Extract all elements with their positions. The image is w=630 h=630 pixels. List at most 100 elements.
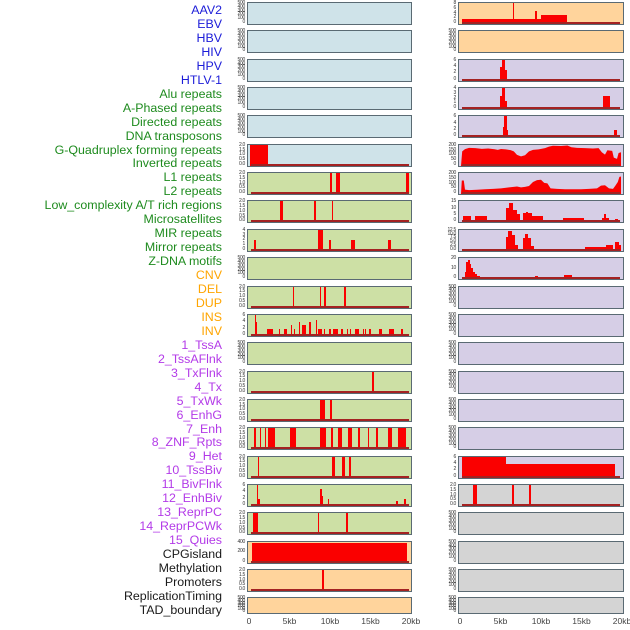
y-tick-label: 500 xyxy=(448,28,457,35)
y-tick-label: 100 xyxy=(448,298,457,305)
y-tick-label: 3 xyxy=(453,89,457,96)
y-tick-label: 0.5 xyxy=(449,496,456,503)
y-tick-label: 4 xyxy=(453,460,457,467)
track-plot-G-Quadruplex forming repeats xyxy=(247,285,412,309)
y-tick-label: 200 xyxy=(448,170,457,177)
histogram-bar xyxy=(504,116,507,138)
x-tick-label: 20kb xyxy=(401,616,421,626)
y-tick-label: 4 xyxy=(453,9,457,16)
zero-baseline xyxy=(461,475,621,478)
zero-baseline xyxy=(250,333,410,336)
y-tick-label: 4 xyxy=(453,85,457,92)
y-tick-label: 1.0 xyxy=(238,406,245,413)
histogram-bar xyxy=(329,328,331,336)
histogram-bar xyxy=(505,236,509,251)
y-tick-label: 0 xyxy=(453,47,457,54)
y-tick-label: 100 xyxy=(448,553,457,560)
y-tick-label: 0.5 xyxy=(238,524,245,531)
y-axis-tick-labels: 500 400 300 200 100 0 xyxy=(220,596,246,617)
plot-data-area xyxy=(250,456,410,478)
y-tick-label: 2.0 xyxy=(238,170,245,177)
y-axis-tick-labels: 500 400 300 200 100 0 xyxy=(220,341,246,368)
histogram-bar xyxy=(512,235,516,251)
y-tick-label: 2.0 xyxy=(238,425,245,432)
track-label: Low_complexity A/T rich regions xyxy=(44,198,222,213)
y-tick-label: 500 xyxy=(448,283,457,290)
histogram-bar xyxy=(511,485,514,507)
histogram-bar xyxy=(324,286,326,308)
histogram-bar xyxy=(528,238,532,251)
y-tick-label: 100 xyxy=(448,151,457,158)
histogram-bar xyxy=(331,201,334,223)
y-tick-label: 200 xyxy=(448,408,457,415)
histogram-bar xyxy=(278,328,281,336)
zero-baseline xyxy=(250,504,410,507)
zero-baseline xyxy=(461,78,621,81)
y-axis-tick-labels: 500 400 300 200 100 0 xyxy=(431,341,457,368)
y-tick-label: 0.5 xyxy=(238,184,245,191)
y-axis-tick-labels: 500 400 300 200 100 0 xyxy=(431,283,457,312)
y-axis-tick-labels: 2.0 1.5 1.0 0.5 0.0 xyxy=(220,199,245,226)
y-axis-tick-labels: 200 150 100 50 0 xyxy=(431,170,457,198)
y-tick-label: 300 xyxy=(448,574,457,581)
y-tick-label: 0.5 xyxy=(238,156,245,163)
x-tick-label: 20kb xyxy=(612,616,630,626)
y-tick-label: 4 xyxy=(242,226,246,233)
histogram-bar xyxy=(475,216,488,223)
y-axis-tick-labels: 500 400 300 200 100 0 xyxy=(431,539,457,567)
y-tick-label: 100 xyxy=(448,605,457,612)
histogram-bar xyxy=(522,212,527,223)
y-tick-label: 400 xyxy=(448,514,457,521)
histogram-bar xyxy=(603,214,607,223)
track-plot-INS xyxy=(458,2,624,25)
y-tick-label: 0.5 xyxy=(238,439,245,446)
histogram-bar xyxy=(264,428,266,450)
y-axis-tick-labels: 500 400 300 200 100 0 xyxy=(431,369,457,397)
y-tick-label: 10.0 xyxy=(447,230,456,237)
histogram-bar xyxy=(389,328,394,336)
track-label: Mirror repeats xyxy=(144,240,222,255)
plot-data-area xyxy=(250,258,410,279)
y-tick-label: 1.0 xyxy=(238,576,245,583)
track-plot-2_TssAFlnk xyxy=(458,87,624,111)
histogram-bar xyxy=(256,321,258,336)
track-plot-Microsatellites xyxy=(247,427,412,451)
histogram-bar xyxy=(388,428,393,450)
y-tick-label: 1.5 xyxy=(238,430,245,437)
histogram-bar xyxy=(319,399,325,421)
x-tick-label: 10kb xyxy=(320,616,340,626)
track-label: Alu repeats xyxy=(159,86,222,101)
y-tick-label: 400 xyxy=(448,429,457,436)
histogram-bar xyxy=(473,272,475,280)
histogram-bar xyxy=(362,328,364,336)
y-tick-label: 1.0 xyxy=(238,519,245,526)
y-tick-label: 200 xyxy=(448,141,457,148)
y-tick-label: 300 xyxy=(237,262,246,269)
histogram-bar xyxy=(499,66,503,81)
y-tick-label: 400 xyxy=(448,542,457,549)
plot-data-area xyxy=(250,144,410,166)
track-plot-6_EnhG xyxy=(458,200,624,224)
y-tick-label: 100 xyxy=(237,15,246,22)
histogram-bar xyxy=(331,428,333,450)
plot-data-area xyxy=(250,428,410,450)
plot-data-area xyxy=(461,315,621,336)
histogram-bar xyxy=(320,286,322,308)
track-plot-15_Quies xyxy=(458,455,624,479)
plot-data-area xyxy=(461,598,621,613)
track-plot-HTLV-1 xyxy=(247,143,412,167)
y-tick-label: 500 xyxy=(237,0,246,6)
track-plot-9_Het xyxy=(458,285,624,309)
plot-data-area xyxy=(250,399,410,421)
y-tick-label: 6 xyxy=(453,56,457,63)
zero-baseline xyxy=(250,248,410,251)
y-tick-label: 1.0 xyxy=(238,378,245,385)
track-plot-DEL xyxy=(247,569,412,593)
histogram-bar xyxy=(526,211,529,223)
y-tick-label: 100 xyxy=(237,71,246,78)
track-label: AAV2 xyxy=(191,3,222,17)
y-tick-label: 1.0 xyxy=(238,293,245,300)
